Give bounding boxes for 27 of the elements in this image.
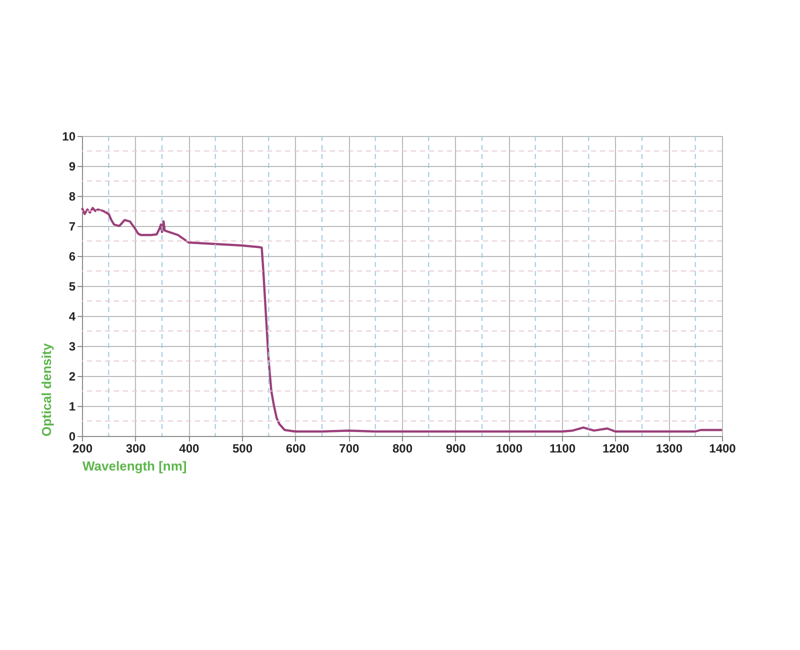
x-tick-label: 800 [392, 442, 413, 456]
x-tick-label: 1000 [496, 442, 523, 456]
y-tick-label: 10 [62, 130, 76, 144]
y-tick-label: 0 [68, 430, 76, 444]
x-tick-label: 1100 [549, 442, 576, 456]
x-tick-label: 600 [286, 442, 306, 456]
y-tick-label: 1 [68, 400, 76, 414]
x-tick-label: 700 [339, 442, 360, 456]
y-tick-label: 3 [68, 340, 76, 354]
y-tick-label: 4 [68, 310, 76, 324]
x-tick-label: 1200 [602, 442, 630, 456]
y-tick-label: 6 [68, 250, 76, 264]
y-tick-label: 7 [68, 220, 76, 234]
x-tick-label: 900 [446, 442, 466, 456]
x-tick-label: 300 [126, 442, 146, 456]
y-tick-label: 5 [68, 280, 76, 294]
y-tick-label: 9 [68, 160, 76, 174]
x-tick-label: 1400 [709, 442, 736, 456]
x-tick-label: 200 [72, 442, 93, 456]
x-axis-title: Wavelength [nm] [82, 458, 187, 474]
x-tick-label: 400 [179, 442, 200, 456]
x-tick-label: 1300 [656, 442, 683, 456]
y-tick-label: 8 [68, 190, 76, 204]
line-series [80, 206, 724, 433]
y-axis-title: Optical density [39, 342, 54, 436]
y-tick-label: 2 [68, 370, 76, 384]
x-tick-label: 500 [232, 442, 253, 456]
